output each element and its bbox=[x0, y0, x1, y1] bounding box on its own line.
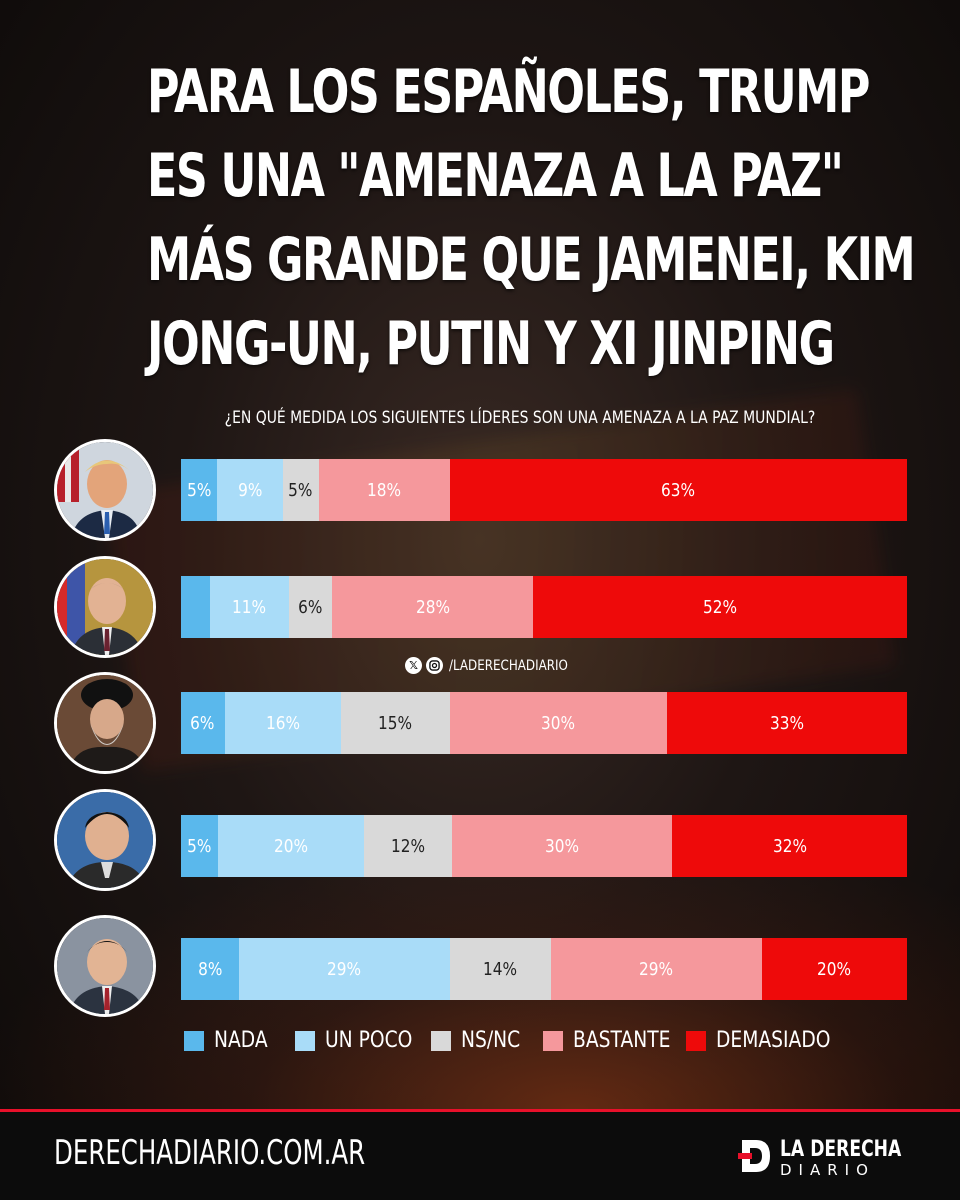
bar-segment-ns-nc: 6% bbox=[288, 576, 332, 638]
bar-row-khamenei: 6% 16% 15% 30% 33% bbox=[181, 692, 907, 754]
bar-segment-nada: 5% bbox=[181, 815, 218, 877]
bar-value-label: 5% bbox=[187, 835, 212, 857]
headline-line-1: PARA LOS ESPAÑOLES, TRUMP bbox=[147, 57, 870, 127]
headline-line-2: ES UNA "AMENAZA A LA PAZ" bbox=[147, 141, 844, 211]
bar-segment-un-poco: 29% bbox=[239, 938, 450, 1000]
bar-value-label: 6% bbox=[190, 712, 215, 734]
bar-segment-nada: 8% bbox=[181, 938, 240, 1000]
headline-line-4: JONG-UN, PUTIN Y XI JINPING bbox=[147, 309, 835, 379]
bar-segment-ns-nc: 14% bbox=[449, 938, 552, 1000]
legend-un-poco: UN POCO bbox=[295, 1028, 428, 1053]
bar-segment-demasiado: 63% bbox=[449, 459, 907, 521]
brand-line-1: LA DERECHA bbox=[780, 1136, 902, 1162]
bar-segment-un-poco: 9% bbox=[217, 459, 283, 521]
bar-segment-ns-nc: 5% bbox=[282, 459, 319, 521]
survey-question: ¿EN QUÉ MEDIDA LOS SIGUIENTES LÍDERES SO… bbox=[224, 408, 816, 428]
bar-value-label: 29% bbox=[639, 958, 674, 980]
bar-segment-bastante: 29% bbox=[551, 938, 762, 1000]
social-handle-text: /LADERECHADIARIO bbox=[449, 657, 568, 674]
bar-value-label: 11% bbox=[232, 596, 267, 618]
bar-segment-un-poco: 16% bbox=[224, 692, 341, 754]
avatar-trump bbox=[54, 439, 156, 541]
website-link[interactable]: DERECHADIARIO.COM.AR bbox=[54, 1133, 366, 1173]
bar-value-label: 20% bbox=[273, 835, 308, 857]
bar-value-label: 29% bbox=[327, 958, 362, 980]
legend-bastante: BASTANTE bbox=[543, 1028, 688, 1053]
bar-value-label: 9% bbox=[237, 479, 263, 501]
bar-segment-nada bbox=[181, 576, 210, 638]
bar-segment-bastante: 30% bbox=[452, 815, 673, 877]
brand-logo: LA DERECHA DIARIO bbox=[738, 1138, 936, 1178]
bar-segment-ns-nc: 15% bbox=[340, 692, 450, 754]
bar-segment-demasiado: 33% bbox=[667, 692, 907, 754]
avatar-putin bbox=[54, 556, 156, 658]
legend-label-ns-nc: NS/NC bbox=[461, 1028, 521, 1053]
bar-value-label: 30% bbox=[545, 835, 580, 857]
bar-value-label: 14% bbox=[483, 958, 518, 980]
legend-swatch-demasiado bbox=[686, 1030, 706, 1051]
bar-value-label: 33% bbox=[770, 712, 805, 734]
bar-value-label: 18% bbox=[367, 479, 402, 501]
legend-ns-nc: NS/NC bbox=[431, 1028, 531, 1053]
x-icon: 𝕏 bbox=[405, 657, 422, 674]
bar-segment-bastante: 30% bbox=[449, 692, 668, 754]
bar-row-kim: 5% 20% 12% 30% 32% bbox=[181, 815, 907, 877]
bar-value-label: 5% bbox=[187, 479, 212, 501]
bar-segment-demasiado: 32% bbox=[672, 815, 907, 877]
bar-row-trump: 5% 9% 5% 18% 63% bbox=[181, 459, 907, 521]
footer-bar bbox=[0, 1112, 960, 1200]
bar-value-label: 52% bbox=[703, 596, 738, 618]
instagram-icon bbox=[426, 657, 443, 674]
bar-value-label: 20% bbox=[817, 958, 852, 980]
bar-value-label: 63% bbox=[661, 479, 696, 501]
bar-segment-demasiado: 52% bbox=[533, 576, 907, 638]
avatar-kim bbox=[54, 789, 156, 891]
legend-swatch-un-poco bbox=[295, 1030, 315, 1051]
bar-row-putin: 11% 6% 28% 52% bbox=[181, 576, 907, 638]
legend-swatch-ns-nc bbox=[431, 1030, 451, 1051]
legend-demasiado: DEMASIADO bbox=[686, 1028, 851, 1053]
headline: PARA LOS ESPAÑOLES, TRUMP ES UNA "AMENAZ… bbox=[147, 50, 916, 386]
headline-line-3: MÁS GRANDE QUE JAMENEI, KIM bbox=[147, 225, 916, 295]
bar-value-label: 32% bbox=[772, 835, 807, 857]
avatar-khamenei bbox=[54, 672, 156, 774]
bar-segment-ns-nc: 12% bbox=[364, 815, 453, 877]
legend-label-nada: NADA bbox=[214, 1028, 268, 1053]
legend-label-un-poco: UN POCO bbox=[325, 1028, 413, 1053]
bar-value-label: 16% bbox=[265, 712, 300, 734]
bar-value-label: 5% bbox=[288, 479, 313, 501]
footer-divider bbox=[0, 1109, 960, 1112]
bar-value-label: 6% bbox=[298, 596, 323, 618]
legend-label-demasiado: DEMASIADO bbox=[716, 1028, 831, 1053]
brand-d-icon bbox=[738, 1138, 772, 1178]
bar-row-xi: 8% 29% 14% 29% 20% bbox=[181, 938, 907, 1000]
bar-segment-bastante: 18% bbox=[318, 459, 450, 521]
bar-segment-demasiado: 20% bbox=[761, 938, 907, 1000]
bar-value-label: 8% bbox=[197, 958, 223, 980]
bar-segment-nada: 5% bbox=[181, 459, 218, 521]
bar-segment-un-poco: 20% bbox=[217, 815, 365, 877]
bar-value-label: 12% bbox=[391, 835, 426, 857]
bar-segment-bastante: 28% bbox=[331, 576, 534, 638]
bar-segment-un-poco: 11% bbox=[209, 576, 289, 638]
legend-swatch-nada bbox=[184, 1030, 204, 1051]
bar-value-label: 28% bbox=[415, 596, 450, 618]
bar-segment-nada: 6% bbox=[181, 692, 225, 754]
brand-line-2: DIARIO bbox=[780, 1160, 875, 1179]
legend-label-bastante: BASTANTE bbox=[573, 1028, 671, 1053]
avatar-xi bbox=[54, 915, 156, 1017]
social-handle[interactable]: 𝕏 /LADERECHADIARIO bbox=[405, 657, 589, 674]
bar-value-label: 15% bbox=[378, 712, 413, 734]
legend-nada: NADA bbox=[184, 1028, 277, 1053]
legend-swatch-bastante bbox=[543, 1030, 563, 1051]
bar-value-label: 30% bbox=[541, 712, 576, 734]
